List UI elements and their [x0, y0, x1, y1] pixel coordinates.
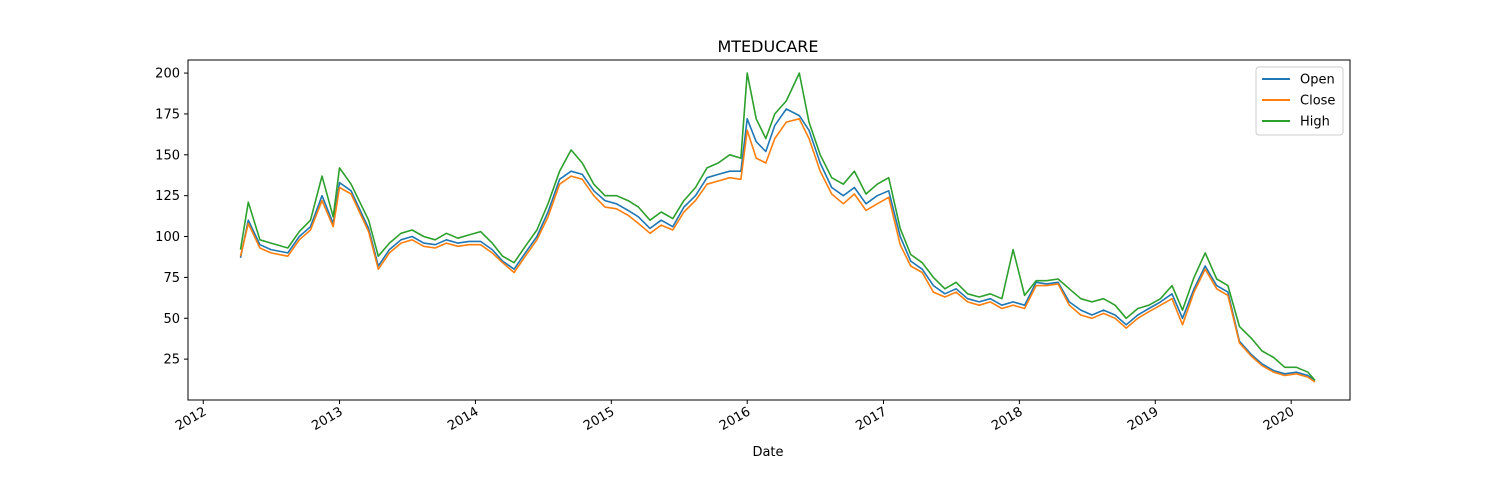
y-axis: 25 50 75 100 125 150 175 200: [155, 67, 188, 368]
x-tick-label: 2019: [1125, 404, 1161, 434]
legend: Open Close High: [1255, 66, 1344, 136]
plot-frame: [187, 59, 1351, 401]
y-tick-label: 75: [163, 271, 180, 286]
y-tick-label: 25: [163, 353, 180, 368]
series-line-open: [239, 108, 1316, 382]
legend-box: [1255, 66, 1344, 136]
x-axis: 2012 2013 2014 2015 2016 2017 2018 2019 2020: [173, 400, 1297, 434]
y-tick-label: 150: [155, 148, 180, 163]
plot-lines: [239, 72, 1316, 383]
y-tick-label: 125: [155, 189, 180, 204]
x-tick-label: 2018: [989, 404, 1025, 434]
x-tick-label: 2013: [309, 404, 345, 434]
x-axis-label: Date: [752, 445, 783, 460]
series-line-close: [239, 118, 1316, 383]
x-tick-label: 2017: [853, 404, 889, 434]
y-tick-label: 200: [155, 67, 180, 82]
x-tick-label: 2016: [717, 404, 753, 434]
y-tick-label: 100: [155, 230, 180, 245]
chart-title: MTEDUCARE: [717, 37, 818, 56]
legend-label-open: Open: [1300, 73, 1335, 88]
x-tick-label: 2015: [581, 404, 617, 434]
legend-label-close: Close: [1300, 94, 1335, 109]
legend-label-high: High: [1300, 115, 1330, 130]
x-tick-label: 2014: [445, 404, 481, 434]
y-tick-label: 175: [155, 107, 180, 122]
x-tick-label: 2012: [173, 404, 209, 434]
x-tick-label: 2020: [1261, 404, 1297, 434]
y-tick-label: 50: [163, 312, 180, 327]
series-line-high: [239, 72, 1316, 381]
